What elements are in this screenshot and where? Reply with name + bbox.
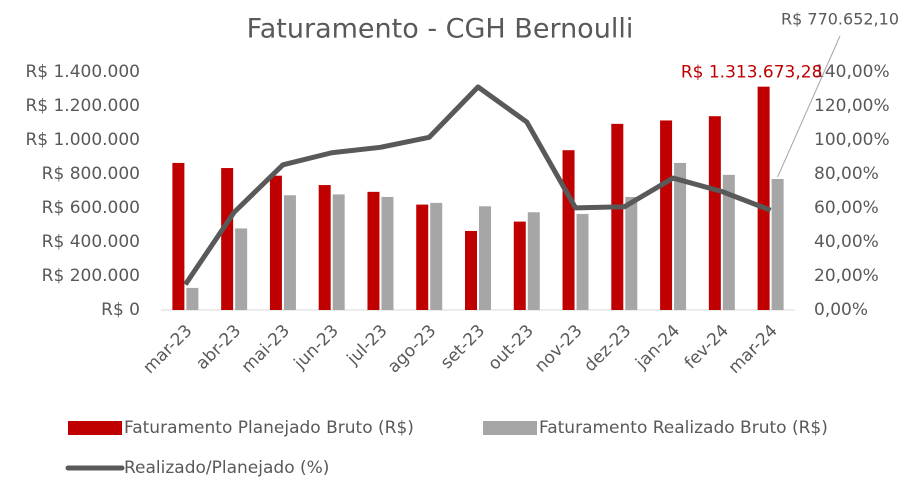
x-tick-label: nov-23 [531, 321, 587, 377]
bar [465, 230, 477, 310]
bar [479, 206, 491, 310]
data-label: R$ 770.652,10 [781, 10, 899, 29]
y2-tick-label: 60,00% [814, 198, 879, 218]
bar [674, 162, 687, 310]
x-tick-label: jan-24 [631, 321, 684, 374]
bar [318, 185, 331, 310]
x-tick-label: abr-23 [192, 321, 245, 374]
x-tick-label: ago-23 [384, 321, 440, 377]
y2-tick-label: 20,00% [814, 266, 879, 286]
y2-tick-label: 40,00% [814, 232, 879, 252]
bar [221, 168, 234, 310]
bar [757, 86, 770, 311]
x-tick-label: dez-23 [580, 321, 635, 376]
y-tick-label: R$ 200.000 [42, 266, 140, 286]
leader-line [777, 35, 841, 178]
x-tick-label: set-23 [437, 321, 489, 373]
x-tick-label: mar-23 [139, 321, 196, 378]
bar [367, 191, 380, 310]
bar [625, 196, 638, 310]
x-tick-label: out-23 [484, 321, 537, 374]
legend-label: Faturamento Realizado Bruto (R$) [539, 418, 828, 438]
y-tick-label: R$ 1.200.000 [25, 96, 140, 116]
bar [513, 221, 526, 310]
y2-tick-label: 100,00% [814, 130, 890, 150]
y-tick-label: R$ 0 [101, 300, 140, 320]
bar [771, 178, 784, 310]
x-tick-label: mar-24 [725, 321, 782, 378]
bar [235, 228, 248, 310]
y2-tick-label: 120,00% [814, 96, 890, 116]
bar [576, 213, 589, 310]
bar [283, 195, 296, 310]
y-tick-label: R$ 1.400.000 [25, 62, 140, 82]
bar [660, 120, 673, 310]
chart-title: Faturamento - CGH Bernoulli [247, 14, 634, 45]
line [183, 84, 772, 286]
x-tick-label: mai-23 [238, 321, 294, 377]
legend-swatch [483, 421, 537, 435]
bar [172, 162, 185, 310]
bar [611, 123, 624, 310]
y2-tick-label: 0,00% [814, 300, 868, 320]
data-label: R$ 1.313.673,28 [681, 63, 823, 83]
bar [722, 174, 735, 310]
y-tick-label: R$ 1.000.000 [25, 130, 140, 150]
y-tick-label: R$ 600.000 [42, 198, 140, 218]
y2-tick-label: 140,00% [814, 62, 890, 82]
bar [332, 194, 345, 310]
x-tick-label: jun-23 [290, 321, 343, 374]
bar [416, 204, 429, 310]
legend-label: Realizado/Planejado (%) [124, 458, 329, 478]
bar [527, 212, 540, 310]
bar [562, 150, 575, 310]
bar [186, 287, 199, 310]
bar [381, 196, 394, 310]
y2-tick-label: 80,00% [814, 164, 879, 184]
bar [430, 202, 443, 310]
legend-swatch [68, 421, 122, 435]
bar [708, 116, 721, 310]
y-tick-label: R$ 800.000 [42, 164, 140, 184]
legend-label: Faturamento Planejado Bruto (R$) [124, 418, 414, 438]
bar [269, 175, 282, 310]
y-tick-label: R$ 400.000 [42, 232, 140, 252]
